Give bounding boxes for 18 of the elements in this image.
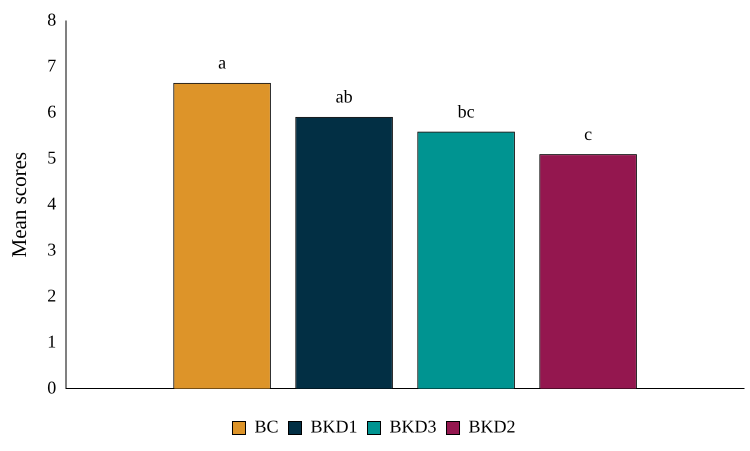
y-tick-label: 6: [47, 101, 56, 122]
legend-label: BKD3: [390, 416, 437, 437]
y-tick-label: 1: [47, 331, 56, 352]
legend-label: BKD2: [468, 416, 516, 437]
legend-label: BKD1: [310, 416, 358, 437]
y-axis-title: Mean scores: [7, 152, 32, 258]
y-tick-label: 3: [47, 239, 56, 260]
data-label: a: [218, 52, 226, 73]
data-label: bc: [458, 101, 475, 122]
y-tick-label: 2: [47, 285, 56, 306]
y-tick-label: 0: [47, 377, 56, 398]
y-tick-label: 5: [47, 147, 56, 168]
legend-label: BC: [254, 416, 279, 437]
y-tick-label: 8: [47, 10, 56, 30]
data-label: c: [584, 124, 592, 144]
y-tick-label: 4: [47, 193, 56, 214]
y-tick-label: 7: [47, 56, 56, 76]
data-label: ab: [336, 86, 353, 107]
